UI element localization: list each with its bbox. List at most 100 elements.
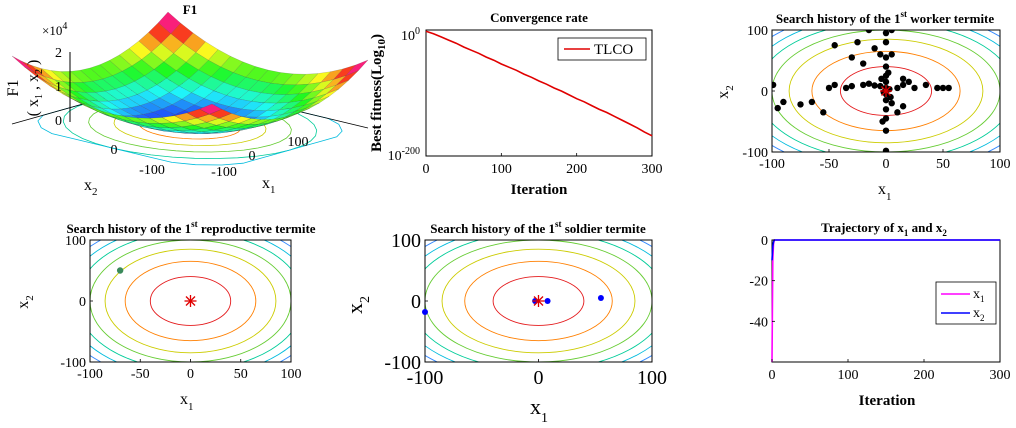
- worker-point: [888, 51, 895, 58]
- worker-point: [922, 81, 930, 89]
- contour-line: [464, 260, 613, 342]
- worker-point: [888, 30, 895, 34]
- worker-point: [879, 118, 886, 125]
- worker-point: [905, 78, 912, 86]
- soldier-plot-area: [425, 240, 652, 362]
- x-tick-label: -100: [77, 367, 103, 382]
- reproductive-plot-area: [90, 240, 291, 362]
- surface-x1-label: x1: [262, 175, 276, 196]
- worker-point: [894, 84, 901, 92]
- surface-x1-tick: -100: [211, 165, 237, 180]
- soldier-y-label: x2: [342, 296, 373, 314]
- y-tick-label: -100: [60, 356, 86, 371]
- soldier-point: [597, 294, 604, 301]
- worker-point: [882, 78, 890, 86]
- trajectory-series-x2: [771, 239, 1000, 261]
- worker-points: [772, 30, 952, 152]
- y-tick-label: -100: [742, 146, 768, 161]
- y-tick-label: 0: [411, 291, 421, 313]
- y-tick-label: 0: [761, 234, 768, 249]
- soldier-x-label: x1: [530, 394, 548, 426]
- surface-facet: [11, 55, 35, 73]
- y-tick-label: -20: [749, 275, 768, 290]
- convergence-x-ticks: 0 100 200 300: [423, 153, 663, 177]
- worker-y-ticks: -100 0 100: [742, 24, 775, 161]
- legend-label-x2: x2: [973, 306, 985, 323]
- trajectory-y-ticks: 0 -20 -40: [749, 234, 775, 330]
- surface-x2-label: x2: [84, 177, 98, 198]
- x-tick-label: 200: [566, 162, 587, 177]
- x-tick-label: 0: [883, 157, 890, 172]
- convergence-title: Convergence rate: [490, 10, 588, 25]
- worker-point: [899, 81, 907, 89]
- x-tick-label: 100: [990, 157, 1011, 172]
- worker-point: [882, 63, 890, 70]
- convergence-panel: Convergence rate 0 100 200 300 100 10-200 I…: [369, 10, 663, 198]
- contour-line: [124, 260, 257, 342]
- reproductive-contours: [90, 240, 291, 362]
- soldier-title: Search history of the 1st soldier termit…: [430, 219, 646, 236]
- worker-point: [887, 93, 894, 101]
- x-tick-label: -100: [407, 367, 444, 389]
- contour-line: [441, 248, 636, 354]
- convergence-y-tick-top: 100: [401, 26, 420, 44]
- surface-z-tick: 1: [55, 80, 62, 95]
- worker-point: [871, 82, 878, 89]
- y-tick-label: 100: [747, 24, 768, 39]
- worker-point: [882, 30, 890, 37]
- worker-plot-area: [772, 30, 1000, 152]
- legend-box: [557, 37, 647, 61]
- surface-x2-tick: -100: [139, 163, 165, 178]
- worker-point: [842, 84, 850, 92]
- worker-point: [831, 81, 838, 89]
- reproductive-x-ticks: -100 -50 0 50 100: [77, 359, 302, 382]
- legend-label-x1: x1: [973, 287, 985, 304]
- contour-line: [149, 276, 232, 326]
- soldier-point: [422, 308, 428, 315]
- worker-point: [854, 39, 861, 46]
- x-tick-label: 0: [187, 367, 194, 382]
- worker-point: [865, 30, 873, 34]
- y-tick-label: 0: [761, 85, 768, 100]
- worker-panel: Search history of the 1st worker termite…: [715, 9, 1011, 203]
- convergence-y-label: Best fitness(Log10): [369, 34, 388, 152]
- surface-z-tick: 0: [55, 114, 62, 129]
- soldier-points: [422, 294, 604, 315]
- worker-point: [860, 60, 867, 67]
- soldier-point: [544, 298, 551, 304]
- surface-x1-tick: 0: [249, 149, 256, 164]
- x-tick-label: 200: [914, 368, 935, 383]
- worker-point: [899, 75, 907, 82]
- worker-x-label: x1: [878, 181, 892, 203]
- worker-point: [882, 96, 890, 104]
- surface-x2-tick: 0: [111, 143, 118, 158]
- worker-point: [871, 45, 878, 52]
- reproductive-point: [116, 267, 124, 274]
- reproductive-x-label: x1: [180, 391, 194, 413]
- x-tick-label: -50: [820, 157, 839, 172]
- worker-title: Search history of the 1st worker termite: [776, 9, 995, 26]
- x-tick-label: 50: [234, 367, 248, 382]
- reproductive-y-ticks: -100 0 100: [60, 234, 93, 371]
- worker-x-ticks: -100 -50 0 50 100: [759, 149, 1011, 172]
- worker-point: [939, 84, 947, 92]
- trajectory-panel: Trajectory of x1 and x2 0 100 200 300 0 -20 -…: [749, 220, 1010, 409]
- worker-point: [882, 106, 890, 113]
- x-tick-label: -100: [759, 157, 785, 172]
- y-tick-label: 100: [391, 230, 421, 252]
- soldier-y-ticks: -100 0 100: [384, 230, 428, 374]
- worker-point: [934, 84, 941, 92]
- contour-line: [772, 30, 1000, 152]
- trajectory-x-label: Iteration: [859, 393, 916, 409]
- contour-line: [104, 248, 277, 354]
- worker-point: [885, 69, 892, 76]
- worker-point: [780, 98, 787, 106]
- x-tick-label: 100: [637, 367, 667, 389]
- x-tick-label: -50: [131, 367, 150, 382]
- worker-point: [894, 109, 901, 116]
- x-tick-label: 0: [769, 368, 776, 383]
- x-tick-label: 50: [936, 157, 950, 172]
- y-tick-label: 100: [65, 234, 86, 249]
- best-solution-marker: [184, 295, 197, 307]
- svg-text:F1: F1: [5, 80, 22, 97]
